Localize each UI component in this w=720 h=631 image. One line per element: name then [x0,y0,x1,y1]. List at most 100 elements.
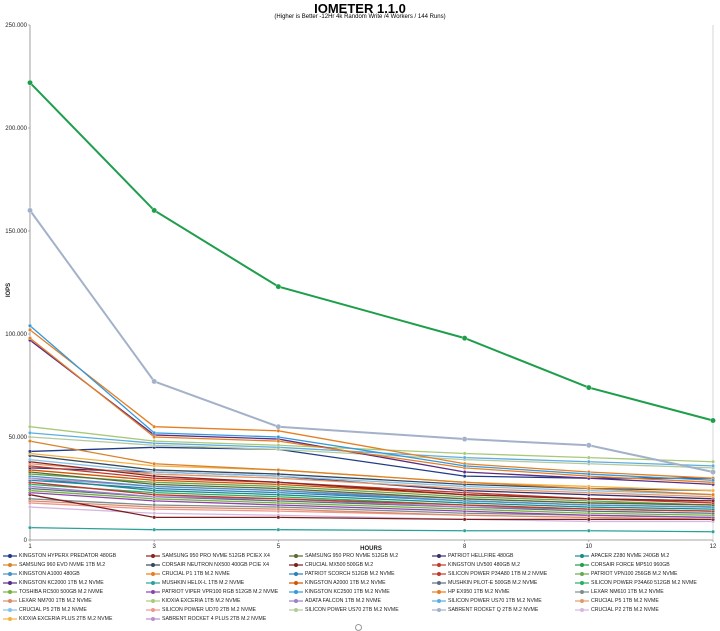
legend-swatch-icon [146,563,160,567]
data-point [461,436,468,442]
series-line [29,506,713,523]
legend-item: CRUCIAL MX500 500GB M.2 [289,561,432,569]
legend-label: CORSAIR FORCE MP510 960GB [591,562,670,568]
series-line [29,489,714,516]
legend-label: LEXAR NM610 1TB M.2 NVME [591,589,664,595]
data-point [276,428,281,433]
legend-swatch-icon [575,590,589,594]
legend-label: SAMSUNG 950 PRO NVME 512GB M.2 [305,553,399,559]
y-tick-label: 150.000 [5,229,27,235]
legend-label: KIOXIA EXCERIA PLUS 2TB M.2 NVME [19,616,113,622]
series-16 [28,525,715,534]
series-26 [28,424,715,464]
series-line [29,475,714,508]
legend-label: SABRENT ROCKET 4 PLUS 2TB M.2 NVME [162,616,267,622]
legend-swatch-icon [575,563,589,567]
data-point [28,424,32,429]
legend-item: PATRIOT VIPER VPR100 RGB 512GB M.2 NVME [146,588,289,596]
legend-item: CRUCIAL P5 1TB M.2 NVME [575,597,718,605]
legend-swatch-icon [3,581,17,585]
data-point [462,463,467,468]
data-point [462,517,467,522]
legend-swatch-icon [289,599,303,603]
series-line [29,459,714,496]
legend-item: MUSHKIN HELIX-L 1TB M.2 NVME [146,579,289,587]
legend-label: MUSHKIN HELIX-L 1TB M.2 NVME [162,580,245,586]
legend-item: KINGSTON UV500 480GB M.2 [432,561,575,569]
legend-item: SILICON POWER US70 2TB M.2 NVME [289,606,432,614]
series-line [29,473,714,506]
legend-label: CRUCIAL MX500 500GB M.2 [305,562,374,568]
data-point [711,499,715,503]
data-point [152,461,157,466]
x-tick-label: 3 [153,544,157,550]
series-11 [28,336,715,485]
legend-label: KINGSTON KC2000 1TB M.2 NVME [19,580,104,586]
data-point [462,474,467,478]
legend-label: LEXAR NM700 1TB M.2 NVME [19,598,92,604]
legend-label: CORSAIR NEUTRON NX500 400GB PCIE X4 [162,562,269,568]
data-point [462,470,467,474]
legend-swatch-icon [432,581,446,585]
data-point [152,527,157,532]
legend-swatch-icon [575,581,589,585]
data-point [28,505,32,509]
legend-item: PATRIOT HELLFIRE 480GB [432,552,575,560]
legend-swatch-icon [575,608,589,612]
legend-item: SAMSUNG 950 PRO NVME 512GB PCIEX X4 [146,552,289,560]
legend-item: KINGSTON KC2500 1TB M.2 NVME [289,588,432,596]
data-point [152,492,157,497]
legend-swatch-icon [289,554,303,558]
legend-swatch-icon [289,608,303,612]
data-point [28,328,32,332]
legend-item: PATRIOT VPN100 256GB M.2 NVME [575,570,718,578]
series-line [29,526,714,533]
series-line [29,325,714,481]
series-line [29,432,714,467]
legend-label: KINGSTON UV500 480GB M.2 [448,562,520,568]
x-tick-label: 8 [463,544,467,550]
data-point [710,417,716,424]
legend-label: MUSHKIN PILOT-E 500GB M.2 NVME [448,580,538,586]
data-point [276,439,281,443]
legend-swatch-icon [146,590,160,594]
legend-item: LEXAR NM700 1TB M.2 NVME [3,597,146,605]
series-7 [28,492,715,522]
data-point [27,207,33,214]
legend-label: SABRENT ROCKET Q 2TB M.2 NVME [448,607,539,613]
legend-swatch-icon [575,599,589,603]
data-point [28,439,32,443]
data-point [275,423,282,430]
series-line [29,440,714,496]
legend-label: APACER Z280 NVME 240GB M.2 [591,553,670,559]
data-point [151,378,157,385]
series-line [29,471,714,506]
legend-swatch-icon [3,599,17,603]
series-line [29,477,714,510]
legend-label: PATRIOT HELLFIRE 480GB [448,553,514,559]
data-point [152,439,157,443]
legend-swatch-icon [146,581,160,585]
data-point [275,283,282,290]
data-point [276,472,281,476]
legend-label: PATRIOT VPN100 256GB M.2 NVME [591,571,678,577]
legend-swatch-icon [146,608,160,612]
data-point [152,488,157,493]
legend-label: ADATA FALCON 1TB M.2 NVME [305,598,381,604]
legend-swatch-icon [289,590,303,594]
legend-item: HP EX950 1TB M.2 NVME [432,588,575,596]
legend-label: TOSHIBA RC500 500GB M.2 NVME [19,589,104,595]
legend-swatch-icon [3,554,17,558]
series-line [29,81,714,422]
legend-swatch-icon [146,554,160,558]
data-point [28,457,32,462]
legend-item: SABRENT ROCKET Q 2TB M.2 NVME [432,606,575,614]
series-2 [28,470,715,507]
legend-item: SILICON POWER UD70 2TB M.2 NVME [146,606,289,614]
data-point [276,486,281,491]
y-tick-label: 200.000 [5,126,27,132]
data-point [462,528,467,533]
legend-label: SAMSUNG 950 PRO NVME 512GB PCIEX X4 [162,553,270,559]
legend-label: KINGSTON KC2500 1TB M.2 NVME [305,589,390,595]
y-tick-label: 100.000 [5,332,27,338]
